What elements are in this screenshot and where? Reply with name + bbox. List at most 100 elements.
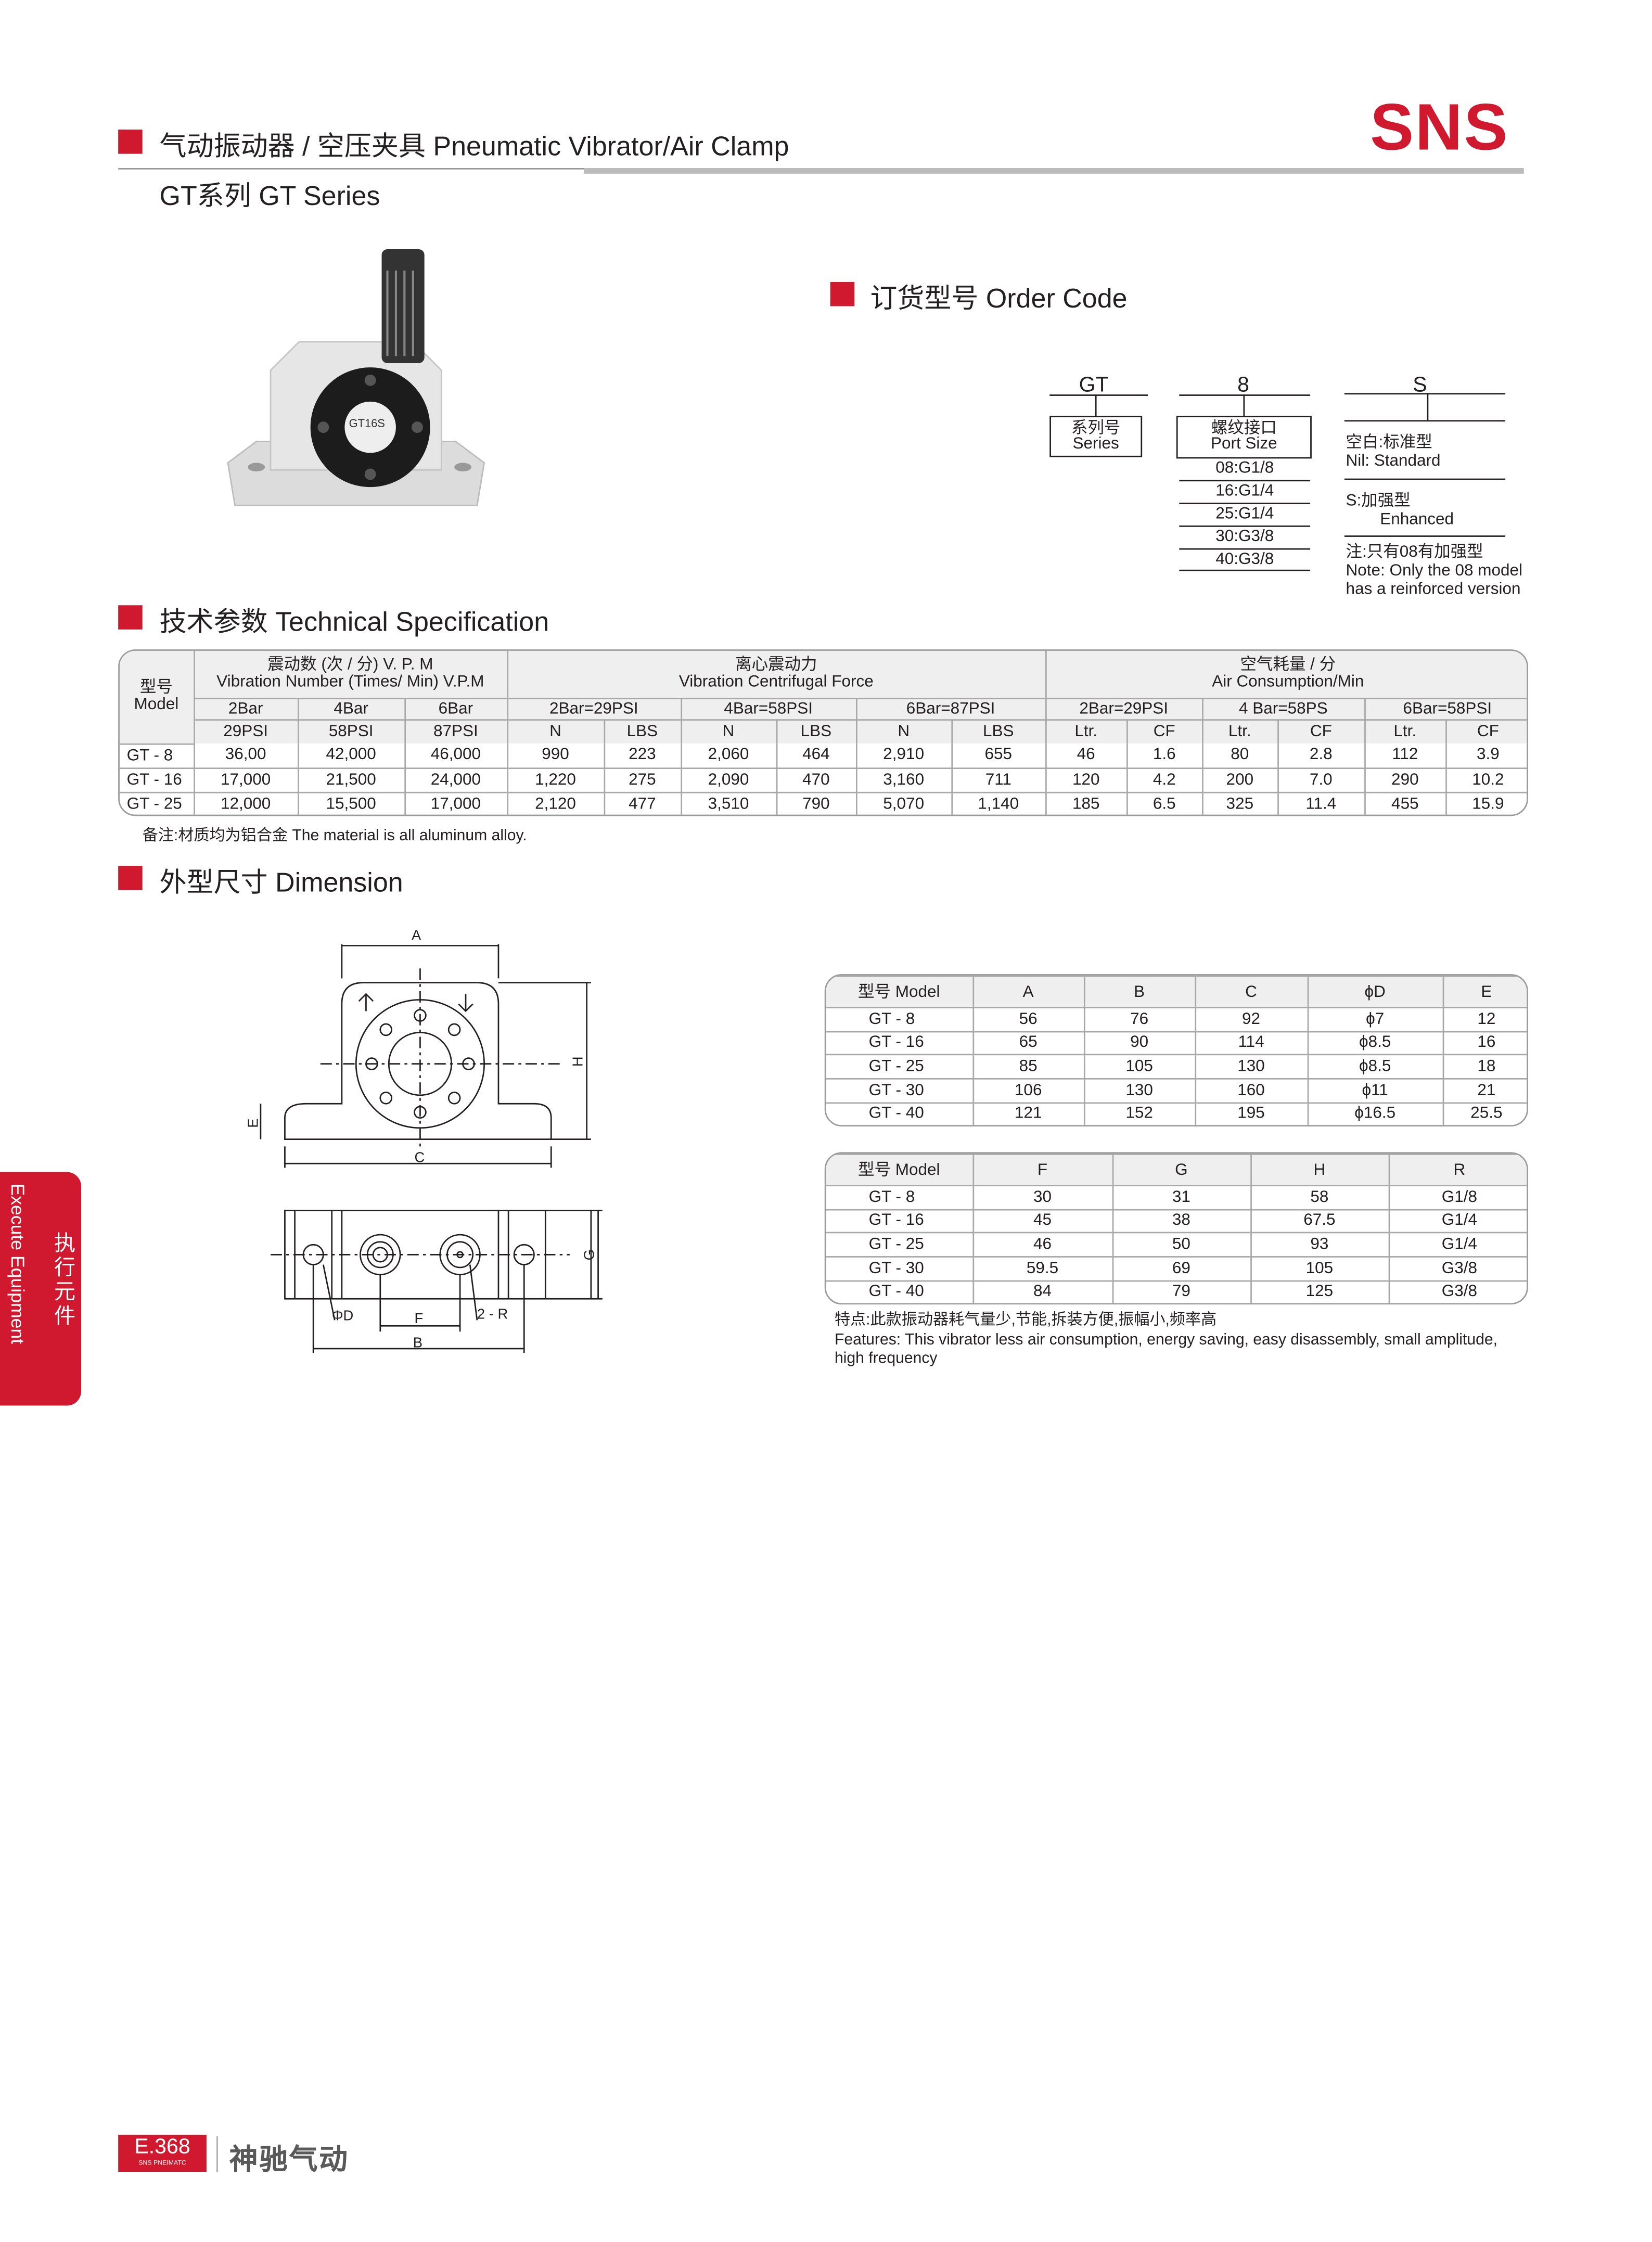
model-cell: GT - 16	[826, 1208, 974, 1234]
value-cell: 30	[972, 1185, 1113, 1210]
product-label: GT16S	[349, 417, 385, 430]
value-cell: ϕ8.5	[1307, 1030, 1444, 1056]
air-header: 空气耗量 / 分 Air Consumption/Min	[1044, 650, 1527, 699]
port-option: 30:G3/8	[1215, 528, 1274, 546]
column-header: C	[1194, 975, 1309, 1008]
value-cell: ϕ16.5	[1307, 1101, 1444, 1125]
product-photo: GT16S	[227, 249, 485, 507]
table-row: GT - 40 84 79 125 G3/8	[826, 1279, 1527, 1303]
value-cell: 223	[603, 743, 682, 768]
type-note: 注:只有08有加强型 Note: Only the 08 model has a…	[1346, 544, 1534, 600]
footer-divider	[216, 2136, 218, 2172]
column-header: ϕD	[1307, 975, 1444, 1008]
table-row: GT - 8 30 31 58 G1/8	[826, 1185, 1527, 1210]
type-nil-en: Nil: Standard	[1346, 453, 1441, 470]
value-cell: 21	[1442, 1078, 1527, 1103]
column-header: H	[1249, 1154, 1390, 1187]
value-cell: 17,000	[193, 766, 299, 793]
table-row: GT - 30 59.5 69 105 G3/8	[826, 1255, 1527, 1281]
divider	[1344, 420, 1506, 422]
port-option: 16:G1/4	[1215, 482, 1274, 500]
value-cell: 79	[1111, 1279, 1251, 1303]
unit-header: Ltr.	[1201, 718, 1278, 744]
table-row: GT - 40 121 152 195 ϕ16.5 25.5	[826, 1101, 1527, 1125]
pressure-header: 2Bar	[194, 697, 299, 720]
side-tab-cn: 执行元件	[54, 1232, 76, 1329]
value-cell: 4.2	[1125, 766, 1203, 793]
value-cell: 125	[1249, 1279, 1390, 1303]
value-cell: 93	[1249, 1232, 1390, 1258]
value-cell: 464	[775, 743, 857, 768]
dimension-title: 外型尺寸 Dimension	[159, 868, 403, 899]
value-cell: 12	[1442, 1007, 1527, 1032]
value-cell: 85	[972, 1054, 1085, 1080]
value-cell: 69	[1111, 1255, 1251, 1281]
unit-header: Ltr.	[1044, 718, 1128, 744]
footer-brand: 神驰气动	[229, 2145, 349, 2176]
type-nil-cn: 空白:标准型	[1346, 434, 1432, 452]
unit-header: LBS	[603, 718, 682, 744]
value-cell: 84	[972, 1279, 1113, 1303]
type-s-cn: S:加强型	[1346, 493, 1411, 510]
column-header: G	[1111, 1154, 1251, 1187]
value-cell: G3/8	[1388, 1255, 1527, 1281]
value-cell: 80	[1201, 743, 1278, 768]
table-row: GT - 8 36,00 42,000 46,000 990 223 2,060 464 2,9…	[119, 743, 1527, 768]
value-cell: ϕ7	[1307, 1007, 1444, 1032]
value-cell: 477	[603, 791, 682, 815]
value-cell: 121	[972, 1101, 1085, 1125]
model-cell: GT - 40	[826, 1279, 974, 1303]
unit-header: CF	[1125, 718, 1203, 744]
unit-header: CF	[1276, 718, 1365, 744]
value-cell: 56	[972, 1007, 1085, 1032]
value-cell: 275	[603, 766, 682, 793]
value-cell: 1,220	[506, 766, 605, 793]
value-cell: 90	[1083, 1030, 1196, 1056]
model-header: 型号 Model	[119, 650, 195, 745]
value-cell: 12,000	[193, 791, 299, 815]
pressure-header: 4Bar	[297, 697, 405, 720]
divider	[1179, 503, 1311, 505]
connector	[1243, 394, 1246, 416]
port-option: 25:G1/4	[1215, 505, 1274, 523]
features-text: 特点:此款振动器耗气量少,节能,拆装方便,振幅小,频率高 Features: T…	[835, 1312, 1525, 1369]
model-cell: GT - 16	[826, 1030, 974, 1056]
port-size-box: 螺纹接口 Port Size	[1176, 416, 1312, 459]
model-cell: GT - 16	[119, 766, 195, 793]
value-cell: 65	[972, 1030, 1085, 1056]
unit-header: N	[506, 718, 605, 744]
section-marker	[118, 130, 143, 154]
column-header: 型号 Model	[826, 1154, 974, 1187]
side-tab[interactable]: 执行元件 Execute Equipment	[0, 1172, 82, 1406]
value-cell: 42,000	[297, 743, 405, 768]
features-cn: 特点:此款振动器耗气量少,节能,拆装方便,振幅小,频率高	[834, 1311, 1217, 1329]
value-cell: 6.5	[1125, 791, 1203, 815]
model-cell: GT - 25	[826, 1054, 974, 1080]
page-number-badge: E.368 SNS PNEIMATC	[118, 2134, 207, 2172]
dim-label-r: 2 - R	[477, 1306, 508, 1322]
unit-header: LBS	[775, 718, 857, 744]
dim-label-h: H	[569, 1056, 585, 1067]
value-cell: 195	[1194, 1101, 1309, 1125]
port-label-en: Port Size	[1210, 435, 1277, 453]
series-label-en: Series	[1072, 435, 1119, 453]
value-cell: ϕ11	[1307, 1078, 1444, 1103]
value-cell: 160	[1194, 1078, 1309, 1103]
dim-label-e: E	[245, 1119, 261, 1128]
value-cell: 711	[951, 766, 1046, 793]
value-cell: 15,500	[297, 791, 405, 815]
value-cell: 31	[1111, 1185, 1251, 1210]
unit-header: LBS	[951, 718, 1046, 744]
type-s-en: Enhanced	[1380, 511, 1454, 529]
value-cell: 200	[1201, 766, 1278, 793]
value-cell: 114	[1194, 1030, 1309, 1056]
value-cell: 76	[1083, 1007, 1196, 1032]
value-cell: 59.5	[972, 1255, 1113, 1281]
pressure-header: 6Bar=58PSI	[1363, 697, 1527, 720]
model-cell: GT - 25	[119, 791, 195, 815]
value-cell: 2,060	[680, 743, 777, 768]
value-cell: 2,120	[506, 791, 605, 815]
series-box: 系列号 Series	[1049, 416, 1143, 457]
divider	[1344, 393, 1506, 395]
